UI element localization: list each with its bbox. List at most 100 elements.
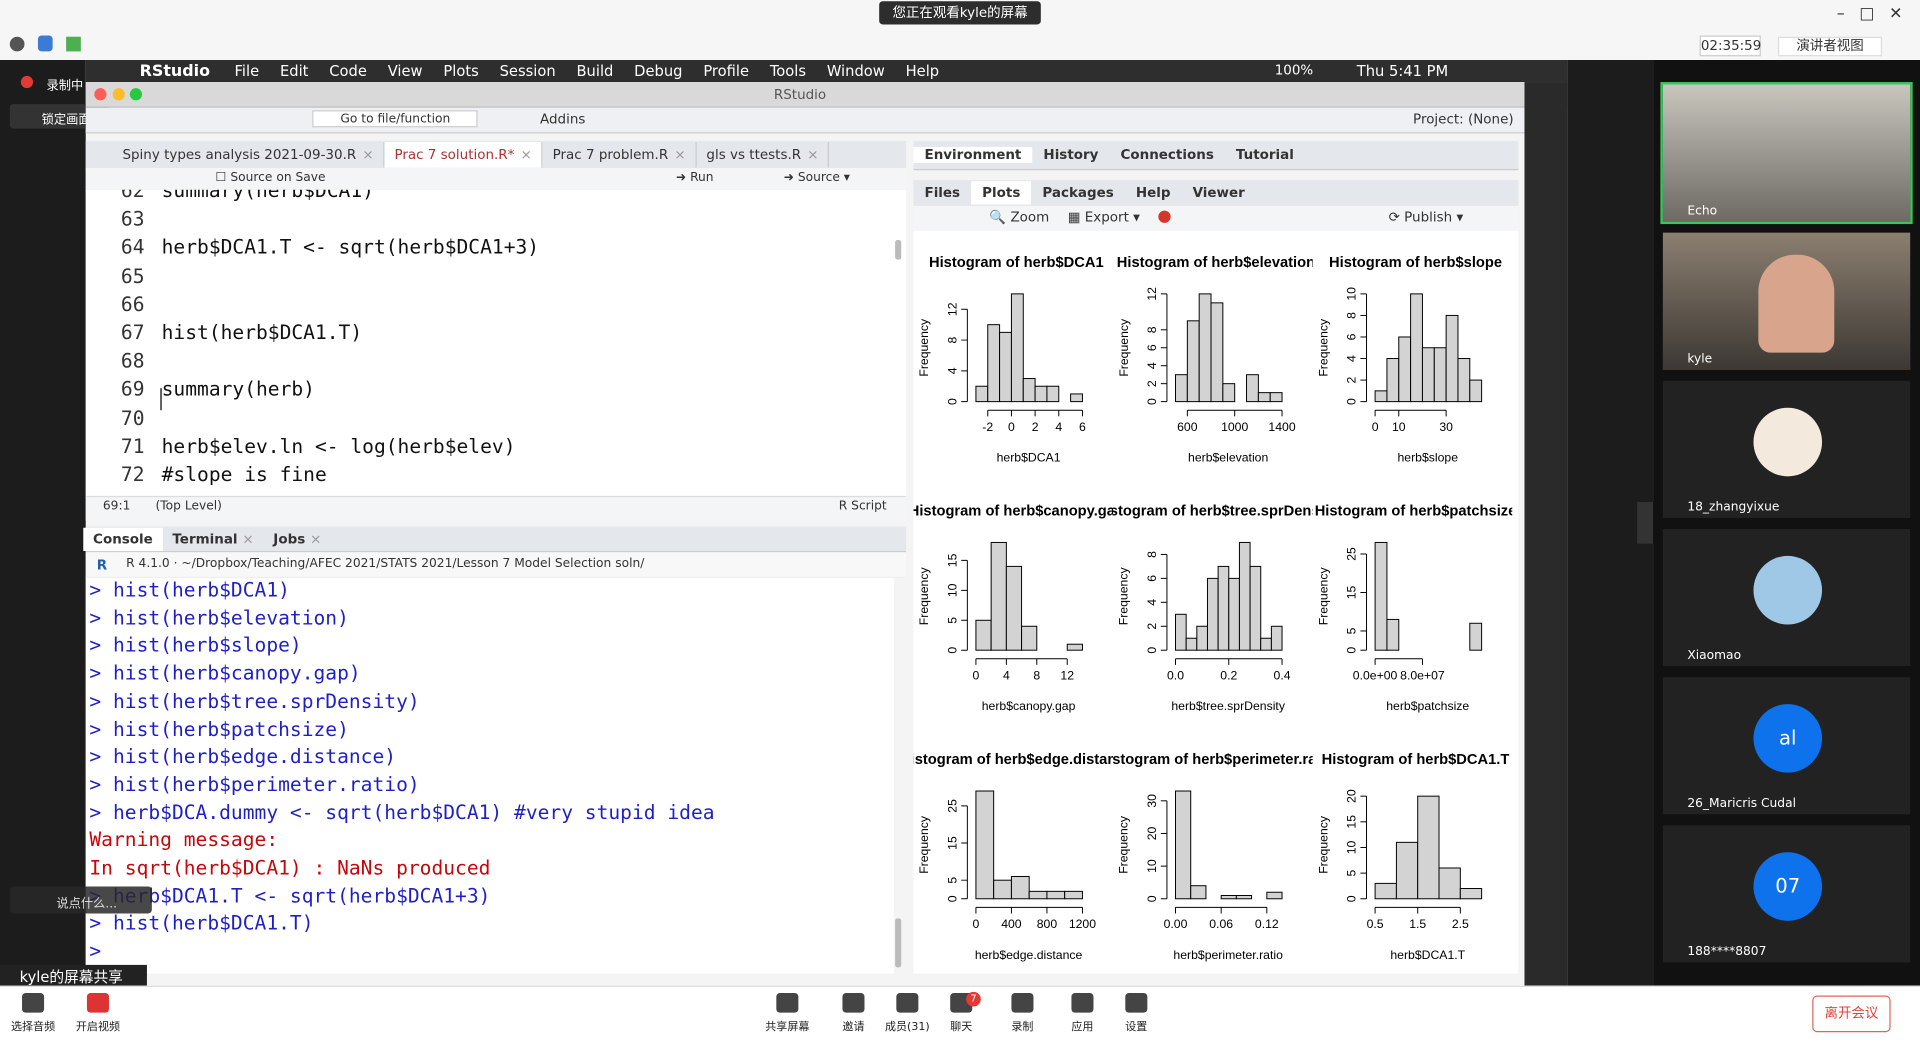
y-tick-label: 0 — [1145, 398, 1159, 405]
env-tab[interactable]: Tutorial — [1235, 146, 1294, 163]
close-dot[interactable] — [94, 88, 107, 101]
toolbar-button[interactable]: 开启视频 — [67, 993, 128, 1037]
shield-icon[interactable] — [37, 35, 53, 52]
tab-close[interactable]: × — [674, 146, 686, 163]
window-controls[interactable]: –□✕ — [1836, 4, 1918, 24]
console-tab[interactable]: Jobs × — [264, 527, 332, 550]
window-title: RStudio — [773, 86, 827, 103]
line-number: 72 — [120, 462, 145, 487]
share-banner[interactable]: 您正在观看kyle的屏幕 — [879, 1, 1041, 25]
histogram-bar — [1070, 393, 1083, 403]
export-button[interactable]: ▦ Export ▾ — [1067, 209, 1140, 226]
env-tab[interactable]: History — [1043, 146, 1099, 163]
menu-item[interactable]: Profile — [703, 62, 750, 80]
console-tab[interactable]: Terminal × — [163, 527, 264, 550]
menu-item[interactable]: File — [234, 62, 260, 80]
tab-close[interactable]: × — [310, 530, 322, 547]
run-button[interactable]: ➜ Run — [675, 171, 714, 185]
histogram-bar — [1417, 795, 1440, 900]
signal-icon[interactable] — [66, 36, 81, 52]
files-tab[interactable]: Files — [924, 184, 961, 201]
menu-item[interactable]: Debug — [634, 62, 683, 80]
minimize-dot[interactable] — [112, 88, 125, 101]
clear-plot[interactable] — [1158, 210, 1171, 223]
code-editor[interactable]: 62 summary(herb$DCA1) 63 64 herb$DCA1.T <- s… — [85, 189, 907, 496]
toolbar-button[interactable]: 成员(31) — [877, 993, 938, 1037]
toolbar-button[interactable]: 选择音频 — [2, 993, 63, 1037]
menu-item[interactable]: Session — [499, 62, 556, 80]
leave-button[interactable]: 离开会议 — [1812, 995, 1891, 1033]
goto-file[interactable]: Go to file/function — [312, 110, 478, 128]
participant-tile[interactable]: kyle — [1662, 232, 1911, 370]
x-tick-label: 10 — [1392, 420, 1406, 434]
tab-close[interactable]: × — [362, 146, 374, 163]
console-scrollbar[interactable] — [895, 918, 902, 968]
line-number: 67 — [120, 320, 145, 345]
source-on-save-label: Source on Save — [230, 171, 326, 185]
toolbar-button[interactable]: 设置 — [1106, 993, 1167, 1037]
histogram-bar — [1410, 293, 1423, 403]
console-tab[interactable]: Console — [83, 527, 163, 551]
console-output[interactable]: > hist(herb$DCA1) > hist(herb$elevation) >… — [85, 577, 894, 974]
files-tab[interactable]: Plots — [971, 181, 1032, 205]
chat-input[interactable] — [9, 886, 152, 914]
console-line: > hist(herb$patchsize) — [89, 716, 349, 741]
files-tab[interactable]: Packages — [1042, 184, 1114, 201]
source-on-save[interactable]: ☐ Source on Save — [215, 171, 326, 185]
toolbar-button[interactable]: 录制 — [992, 993, 1053, 1037]
menu-item[interactable]: Code — [329, 62, 367, 80]
x-tick-label: 4 — [1003, 669, 1010, 683]
toolbar-button[interactable]: 聊天 — [931, 993, 992, 1037]
scope-level[interactable]: (Top Level) — [155, 499, 222, 514]
participant-tile[interactable]: 07 188****8807 — [1662, 825, 1911, 963]
files-tab[interactable]: Viewer — [1192, 184, 1245, 201]
menu-item[interactable]: View — [387, 62, 423, 80]
publish-button[interactable]: ⟳ Publish ▾ — [1388, 209, 1464, 226]
histogram-bar — [1175, 374, 1188, 403]
x-tick-label: -2 — [982, 420, 993, 434]
menu-item[interactable]: RStudio — [139, 62, 211, 81]
toolbar-button[interactable]: 邀请 — [823, 993, 884, 1037]
toolbar-button[interactable]: 共享屏幕 — [757, 993, 818, 1037]
editor-tab[interactable]: Spiny types analysis 2021-09-30.R × — [113, 141, 385, 168]
source-button[interactable]: ➜ Source ▾ — [783, 171, 850, 185]
env-tab[interactable]: Connections — [1120, 146, 1214, 163]
file-type[interactable]: R Script — [838, 499, 887, 514]
editor-scrollbar[interactable] — [895, 240, 902, 260]
participant-tile[interactable]: al 26_Maricris Cudal — [1662, 677, 1911, 815]
participant-name: kyle — [1687, 352, 1713, 367]
tab-close[interactable]: × — [807, 146, 819, 163]
participant-tile[interactable]: 18_zhangyixue — [1662, 380, 1911, 518]
editor-tab[interactable]: Prac 7 problem.R × — [543, 141, 697, 168]
view-switch[interactable]: 演讲者视图 — [1777, 36, 1883, 57]
tab-close[interactable]: × — [520, 146, 532, 163]
toolbar-icon — [1071, 993, 1094, 1013]
y-axis-label: Frequency — [917, 567, 931, 626]
histogram-bar — [1386, 618, 1400, 651]
zoom-dot[interactable] — [129, 88, 143, 101]
menu-item[interactable]: Build — [576, 62, 614, 80]
addins-menu[interactable]: Addins — [540, 111, 586, 128]
menu-item[interactable]: Help — [905, 62, 940, 80]
files-tab[interactable]: Help — [1135, 184, 1171, 201]
menu-item[interactable]: Plots — [443, 62, 479, 80]
info-icon[interactable] — [9, 36, 25, 52]
histogram-bar — [1374, 390, 1388, 403]
toolbar-label: 成员(31) — [885, 1021, 930, 1034]
menu-item[interactable]: Edit — [279, 62, 309, 80]
x-tick-label: 1200 — [1069, 917, 1096, 931]
y-tick-label: 12 — [945, 302, 959, 316]
console-line: > hist(herb$DCA1) — [89, 577, 290, 602]
project-menu[interactable]: Project: (None) — [1413, 111, 1514, 128]
toolbar-button[interactable]: 应用 — [1052, 993, 1113, 1037]
menu-item[interactable]: Tools — [769, 62, 807, 80]
editor-tab[interactable]: Prac 7 solution.R* × — [384, 141, 543, 168]
participant-tile[interactable]: Xiaomao — [1662, 528, 1911, 667]
menu-item[interactable]: Window — [826, 62, 885, 80]
editor-tab[interactable]: gls vs ttests.R × — [697, 141, 830, 168]
collapse-button[interactable] — [1637, 502, 1655, 544]
participant-tile[interactable]: Echo — [1660, 82, 1913, 225]
env-tab[interactable]: Environment — [913, 146, 1033, 163]
tab-close[interactable]: × — [242, 530, 254, 547]
zoom-button[interactable]: 🔍 Zoom — [989, 209, 1050, 226]
